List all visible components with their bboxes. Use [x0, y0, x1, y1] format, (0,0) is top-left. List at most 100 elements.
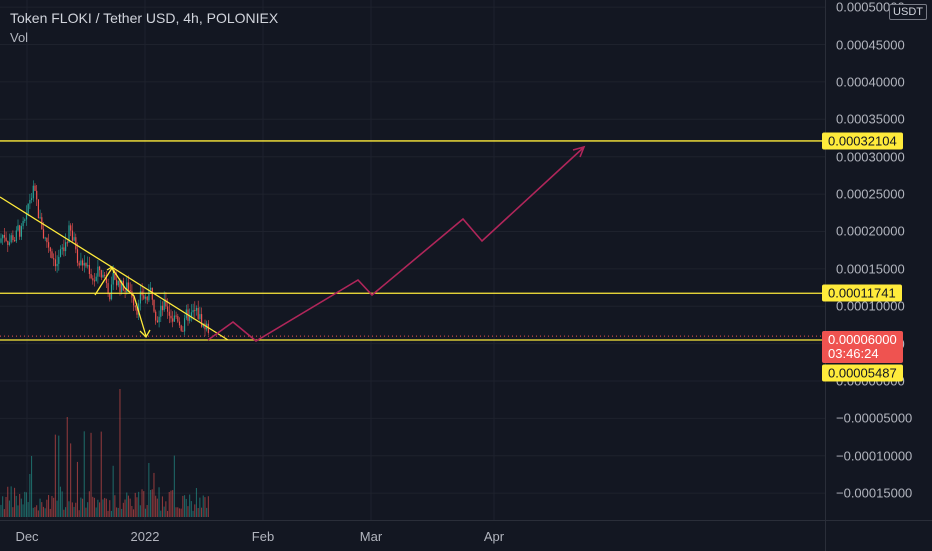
volume-bar — [126, 492, 128, 517]
last-price-value: 0.00006000 — [828, 332, 897, 347]
candle-body — [175, 315, 177, 317]
candle-body — [126, 282, 128, 292]
volume-bar — [204, 497, 206, 517]
volume-bar — [73, 506, 75, 517]
volume-bar — [148, 462, 150, 517]
volume-bar — [3, 509, 5, 517]
time-scale[interactable]: Dec 2022 Feb Mar Apr — [0, 520, 825, 551]
volume-bar — [143, 491, 145, 517]
volume-bar — [119, 389, 121, 517]
volume-bar — [90, 432, 92, 517]
volume-bar — [184, 495, 186, 517]
candle-body — [87, 265, 89, 267]
candle-body — [194, 310, 196, 312]
candle-body — [124, 290, 126, 292]
candle-body — [129, 290, 131, 292]
candle-body — [59, 249, 62, 257]
candle-body — [68, 225, 70, 243]
volume-bar — [192, 510, 194, 517]
candle-body — [182, 330, 184, 332]
candle-body — [156, 320, 158, 323]
volume-bar — [68, 501, 70, 517]
candle-body — [133, 297, 135, 306]
volume-bar — [78, 510, 80, 517]
volume-bar — [201, 507, 203, 517]
candle-body — [165, 299, 167, 307]
time-tick-label: Mar — [359, 529, 383, 544]
volume-bar — [15, 495, 17, 517]
candle-body — [42, 229, 45, 239]
symbol-title[interactable]: Token FLOKI / Tether USD, 4h, POLONIEX — [10, 10, 279, 26]
candle-body — [95, 276, 97, 281]
candle-body — [158, 316, 160, 323]
volume-bar — [83, 431, 85, 517]
volume-bar — [112, 465, 114, 517]
volume-bar — [32, 507, 34, 517]
level-price-tag: 0.00005487 — [822, 364, 903, 382]
volume-bar — [65, 507, 67, 517]
candle-body — [112, 272, 114, 285]
candle-body — [178, 321, 181, 326]
volume-bar — [104, 497, 106, 517]
volume-bar — [25, 492, 27, 517]
time-tick-label: Dec — [15, 529, 39, 544]
volume-bar — [56, 500, 58, 517]
candle-body — [99, 266, 101, 271]
volume-bar — [85, 507, 87, 517]
price-chart[interactable] — [0, 0, 825, 520]
candle-body — [54, 259, 56, 267]
trendline[interactable] — [0, 196, 229, 341]
level-price-tag: 0.00032104 — [822, 132, 903, 150]
volume-bar — [150, 489, 152, 517]
volume-bar — [76, 461, 78, 517]
drawings[interactable] — [0, 145, 586, 342]
currency-button[interactable]: USDT — [889, 4, 927, 20]
candle-body — [92, 278, 94, 281]
volume-indicator-label[interactable]: Vol — [10, 30, 29, 45]
candle-body — [19, 225, 21, 237]
price-scale[interactable]: 0.00050000 0.00045000 0.00040000 0.00035000… — [825, 0, 932, 520]
volume-bar — [202, 495, 204, 517]
candle-body — [73, 237, 75, 241]
volume-bar — [105, 498, 107, 517]
candle-body — [184, 318, 186, 332]
candle-body — [56, 263, 58, 267]
candle-body — [192, 310, 194, 313]
volume-bar — [177, 507, 179, 517]
candle-body — [90, 274, 92, 279]
volume-bar — [61, 491, 63, 517]
volume-bar — [134, 492, 136, 517]
candle-body — [148, 289, 150, 301]
last-price-tag: 0.00006000 03:46:24 — [822, 331, 903, 363]
candle-body — [197, 307, 199, 319]
candle-body — [146, 296, 148, 301]
candle-body — [71, 230, 73, 241]
candle-body — [20, 226, 22, 237]
candle-body — [109, 293, 111, 300]
candle-body — [39, 217, 41, 219]
price-tick-label: 0.00025000 — [836, 186, 905, 202]
candle-body — [138, 303, 140, 315]
volume-bar — [44, 508, 46, 517]
candle-body — [78, 262, 80, 266]
volume-bar — [27, 502, 29, 517]
chart-area[interactable]: Token FLOKI / Tether USD, 4h, POLONIEX V… — [0, 0, 825, 520]
price-tick-label: 0.00030000 — [836, 149, 905, 165]
projection-path[interactable] — [207, 147, 584, 342]
candle-body — [102, 274, 104, 278]
candle-body — [37, 199, 39, 218]
yellow-arrow-path[interactable] — [94, 266, 147, 337]
candle-body — [22, 220, 24, 227]
volume-bar — [144, 508, 146, 517]
candle-body — [70, 225, 72, 231]
volume-bar — [93, 497, 95, 517]
candle-body — [44, 237, 46, 239]
horizontal-levels[interactable] — [0, 140, 825, 341]
volume-bar — [92, 496, 94, 517]
volume-bar — [173, 455, 175, 517]
candle-body — [75, 237, 77, 250]
volume-bar — [207, 496, 209, 517]
volume-bar — [180, 508, 182, 517]
candle-body — [24, 219, 26, 221]
volume-bar — [53, 497, 55, 517]
